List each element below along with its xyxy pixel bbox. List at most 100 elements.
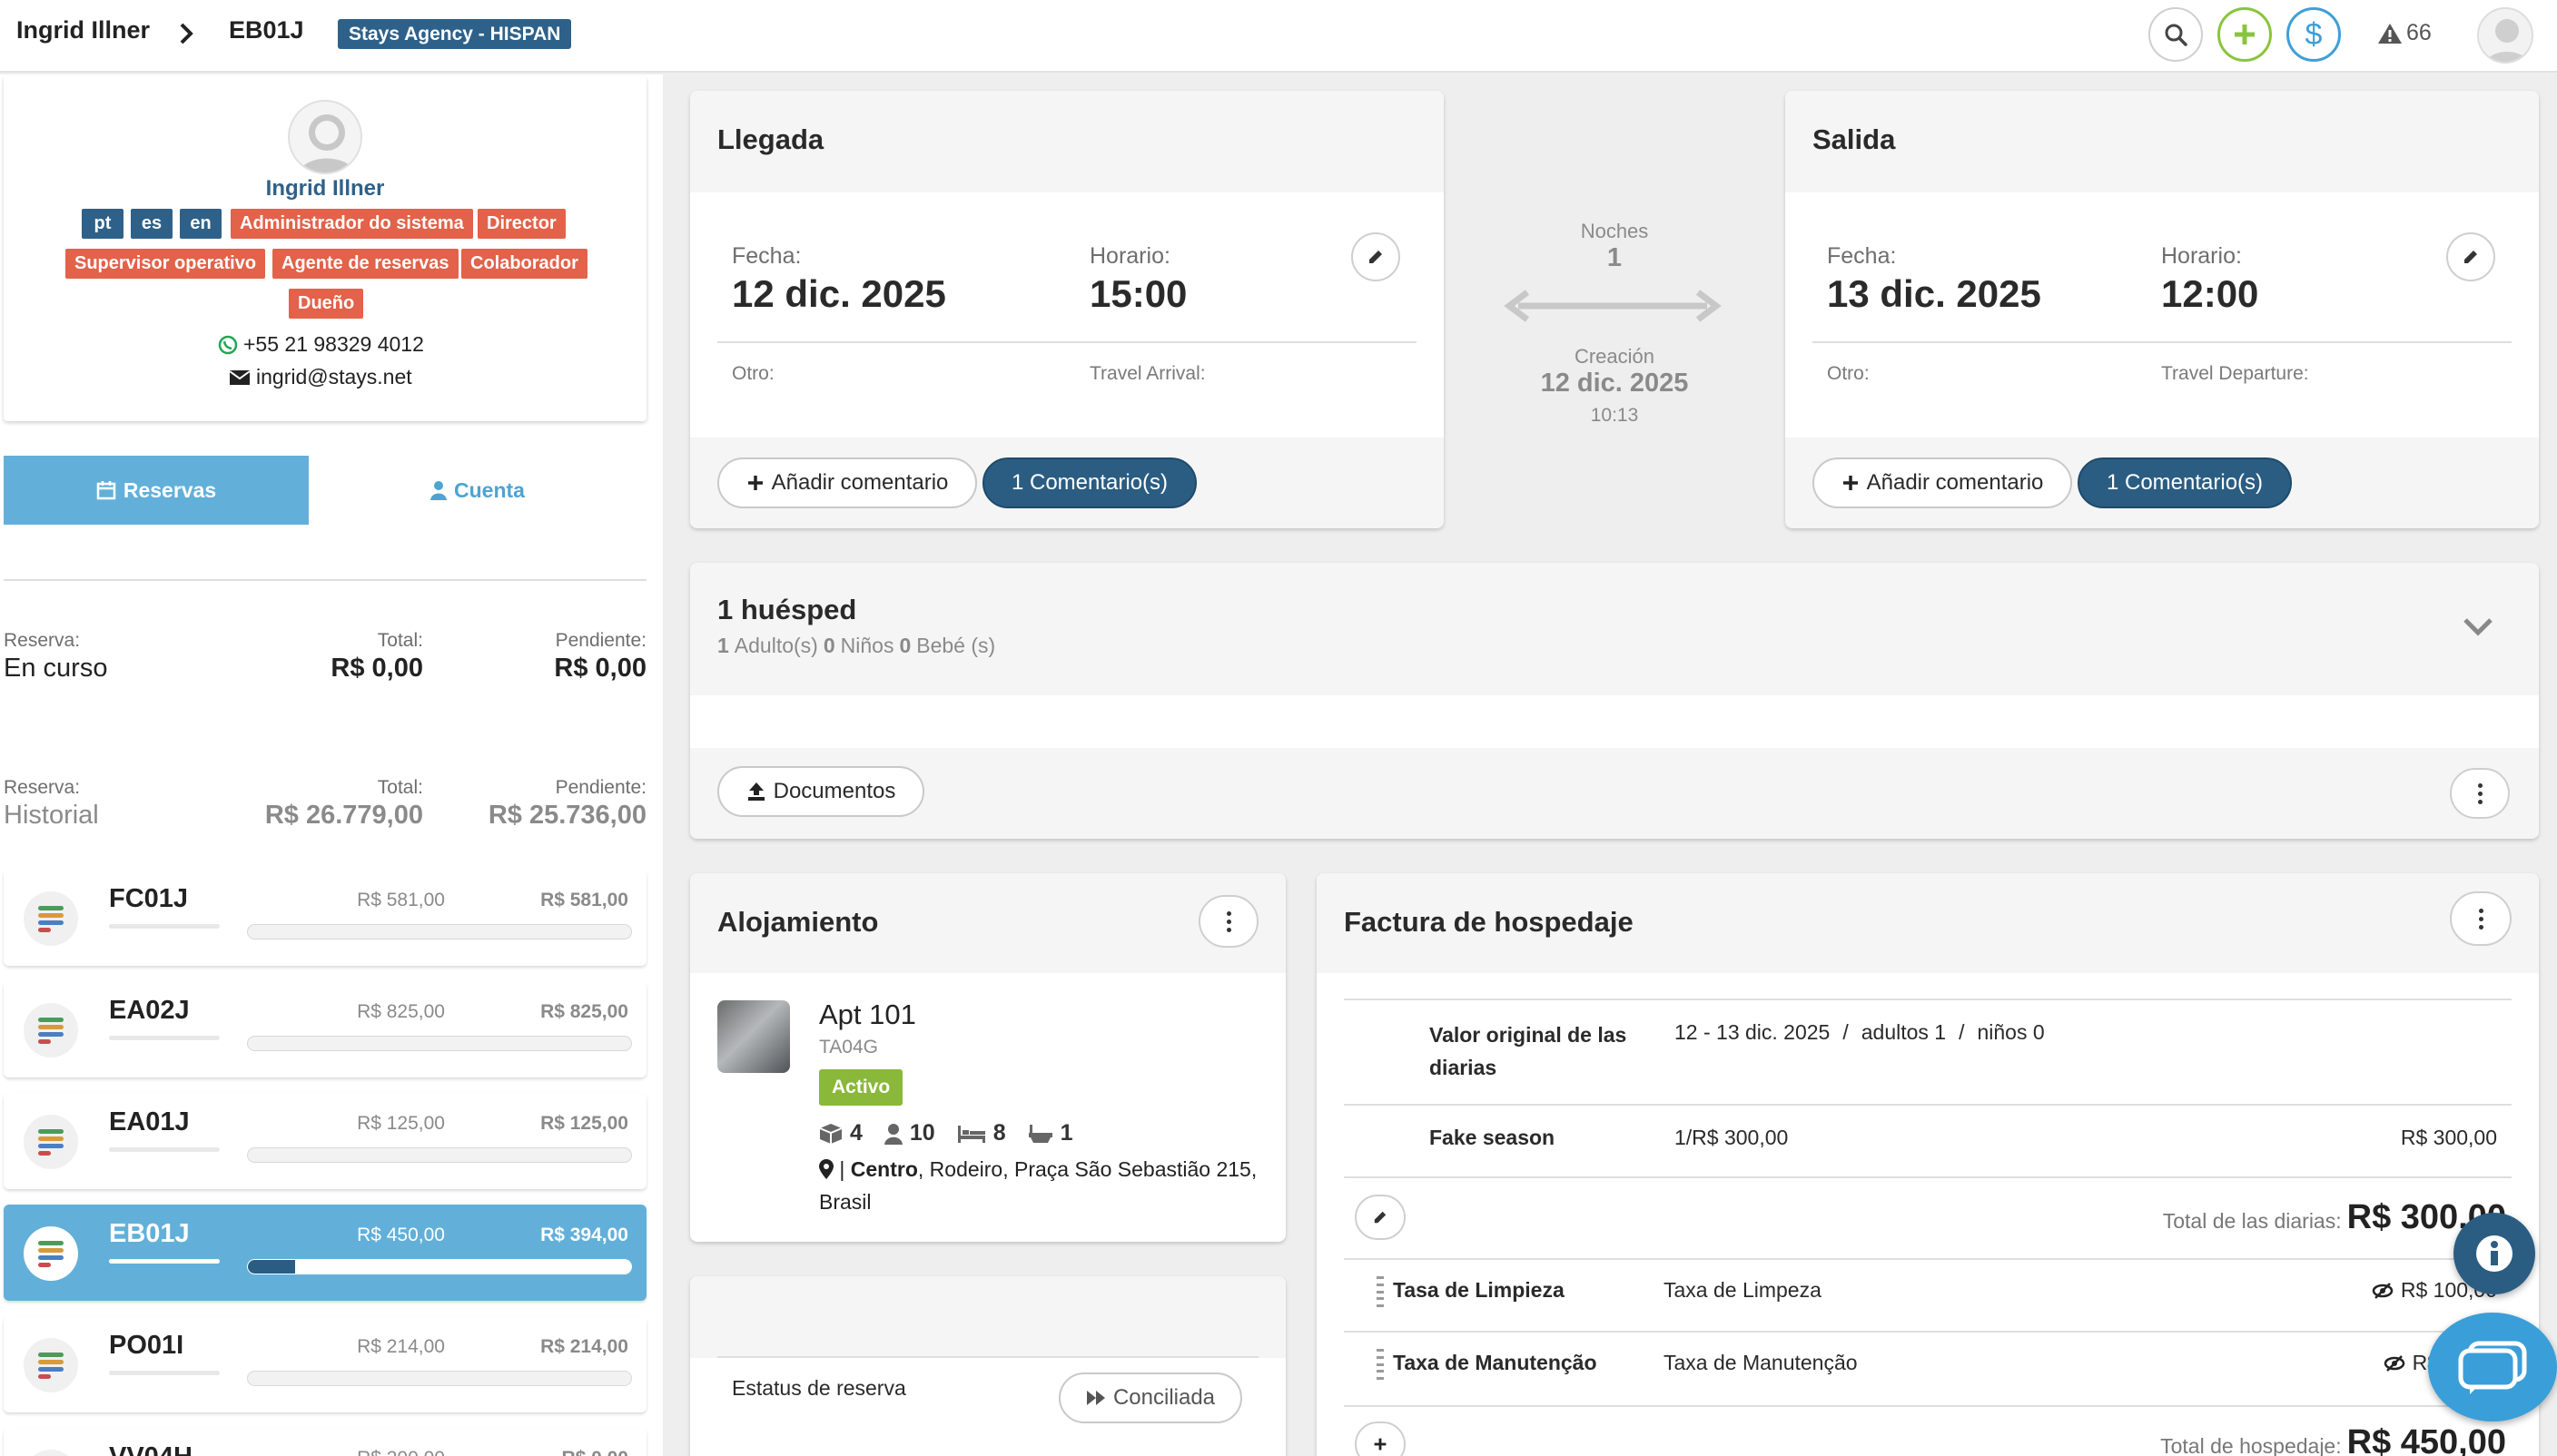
property-thumbnail[interactable] — [717, 1000, 790, 1073]
lodging-more-button[interactable] — [1199, 895, 1259, 948]
reservation-payment-progress-fill — [248, 1260, 296, 1274]
upload-icon — [747, 782, 765, 801]
guests-card-header[interactable] — [690, 563, 2539, 695]
divider — [717, 1356, 1259, 1358]
breadcrumb-user[interactable]: Ingrid Illner — [16, 16, 151, 44]
profile-phone-text: +55 21 98329 4012 — [243, 332, 424, 356]
lodging-card-header — [690, 873, 1286, 973]
divider — [1344, 1331, 2512, 1333]
envelope-icon — [229, 369, 251, 385]
reservation-status-label: Estatus de reserva — [732, 1376, 906, 1400]
search-button[interactable] — [2148, 7, 2203, 62]
chat-icon — [2458, 1341, 2527, 1394]
address-street: , Rodeiro, Praça São Sebastião 215, — [917, 1157, 1258, 1181]
arrival-time-label: Horario: — [1090, 243, 1170, 269]
agency-badge[interactable]: Stays Agency - HISPAN — [338, 19, 572, 49]
arrival-card: Llegada Fecha: 12 dic. 2025 Horario: 15:… — [690, 91, 1444, 528]
reservation-pending: R$ 825,00 — [540, 1001, 628, 1022]
reservation-total: R$ 214,00 — [357, 1336, 445, 1357]
reservation-card[interactable]: EA02J R$ 825,00 R$ 825,00 — [4, 981, 647, 1077]
current-pending-label: Pendiente: — [555, 630, 647, 651]
role-tag: Dueño — [289, 289, 364, 319]
profile-card: Ingrid Illner pt es en Administrador do … — [4, 76, 647, 421]
reservation-status-value: Conciliada — [1112, 1385, 1216, 1410]
edit-departure-button[interactable] — [2446, 232, 2495, 281]
user-avatar[interactable] — [2477, 7, 2533, 64]
arrival-add-comment-button[interactable]: Añadir comentario — [717, 457, 977, 508]
user-icon — [430, 481, 448, 500]
add-fee-button[interactable] — [1355, 1422, 1406, 1456]
plus-icon — [1374, 1438, 1387, 1451]
departure-title: Salida — [1812, 123, 1896, 155]
history-total-label: Total: — [377, 777, 423, 798]
reservation-payment-progress — [247, 1371, 632, 1386]
arrival-date: 12 dic. 2025 — [732, 272, 946, 315]
divider — [1812, 341, 2512, 343]
profile-phone[interactable]: +55 21 98329 4012 — [218, 332, 424, 357]
eye-slash-icon[interactable] — [2384, 1354, 2405, 1372]
stay-arrow-icon — [1504, 290, 1722, 322]
reservation-total: R$ 125,00 — [357, 1113, 445, 1134]
chevron-down-icon[interactable] — [2463, 617, 2493, 637]
alerts-count[interactable]: 66 — [2406, 20, 2432, 45]
layers-icon — [24, 891, 78, 946]
reservation-code: EA02J — [109, 996, 190, 1025]
bed-icon — [957, 1125, 985, 1143]
fee-name: Tasa de Limpieza — [1393, 1278, 1565, 1302]
divider — [1344, 999, 2512, 1000]
lodging-total-row: Total de hospedaje: R$ 450,00 — [1952, 1423, 2506, 1456]
edit-rates-button[interactable] — [1355, 1195, 1406, 1240]
departure-other-label: Otro: — [1827, 363, 1870, 384]
chat-button[interactable] — [2428, 1313, 2557, 1422]
profile-email[interactable]: ingrid@stays.net — [229, 365, 412, 389]
departure-time: 12:00 — [2161, 272, 2259, 315]
reservation-card[interactable]: VV04H R$ 200,00 R$ 0,00 — [4, 1428, 647, 1456]
departure-comments-button[interactable]: 1 Comentario(s) — [2078, 457, 2292, 508]
info-icon — [2476, 1235, 2513, 1272]
add-button[interactable] — [2217, 7, 2272, 62]
info-button[interactable] — [2453, 1213, 2535, 1294]
eye-slash-icon[interactable] — [2372, 1282, 2394, 1300]
reservation-card[interactable]: FC01J R$ 581,00 R$ 581,00 — [4, 870, 647, 966]
arrival-time: 15:00 — [1090, 272, 1188, 315]
departure-travel-label: Travel Departure: — [2161, 363, 2309, 384]
address-district: Centro — [850, 1157, 918, 1181]
plus-icon — [1842, 476, 1858, 490]
address-country: Brasil — [819, 1190, 872, 1214]
created-time: 10:13 — [1590, 405, 1639, 426]
reservation-card[interactable]: EA01J R$ 125,00 R$ 125,00 — [4, 1093, 647, 1189]
drag-handle-icon[interactable] — [1377, 1349, 1384, 1380]
reservation-total: R$ 825,00 — [357, 1001, 445, 1022]
property-name[interactable]: Apt 101 — [819, 999, 916, 1030]
daily-total-label: Total de las diarias: — [2162, 1209, 2342, 1233]
guests-card: 1 huésped 1 Adulto(s) 0 Niños 0 Bebé (s) Do… — [690, 563, 2539, 839]
guests-more-button[interactable] — [2450, 768, 2510, 819]
current-reservation-value: En curso — [4, 654, 108, 683]
invoice-more-button[interactable] — [2450, 891, 2512, 946]
dollar-icon: $ — [2305, 16, 2323, 52]
documents-button[interactable]: Documentos — [717, 766, 924, 817]
reservation-card[interactable]: EB01J R$ 450,00 R$ 394,00 — [4, 1205, 647, 1301]
reservation-status-button[interactable]: Conciliada — [1059, 1372, 1242, 1423]
edit-arrival-button[interactable] — [1351, 232, 1400, 281]
tab-cuenta[interactable]: Cuenta — [309, 456, 647, 525]
profile-name: Ingrid Illner — [265, 176, 385, 201]
person-icon — [884, 1123, 903, 1145]
cube-icon — [819, 1123, 843, 1144]
reservation-card[interactable]: PO01I R$ 214,00 R$ 214,00 — [4, 1316, 647, 1412]
fee-name: Taxa de Manutenção — [1393, 1351, 1597, 1374]
more-vertical-icon — [2478, 908, 2483, 930]
drag-handle-icon[interactable] — [1377, 1276, 1384, 1307]
reservation-total: R$ 581,00 — [357, 890, 445, 910]
arrival-comments-button[interactable]: 1 Comentario(s) — [982, 457, 1197, 508]
layers-icon — [24, 1226, 78, 1281]
finance-button[interactable]: $ — [2286, 7, 2341, 62]
divider — [1344, 1176, 2512, 1178]
pencil-icon — [2464, 251, 2477, 263]
babies-label: Bebé (s) — [916, 634, 996, 657]
arrival-date-label: Fecha: — [732, 243, 802, 269]
departure-add-comment-button[interactable]: Añadir comentario — [1812, 457, 2072, 508]
lodging-title: Alojamiento — [717, 906, 879, 938]
reservation-code-underline — [109, 1147, 220, 1152]
tab-reservas[interactable]: Reservas — [4, 456, 309, 525]
